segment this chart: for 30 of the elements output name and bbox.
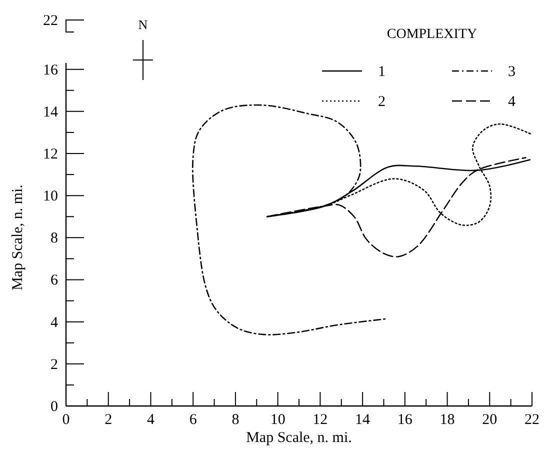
x-tick-label: 16	[397, 412, 413, 428]
text: 22	[43, 13, 58, 29]
y-tick-label: 4	[50, 314, 58, 331]
x-tick-label: 0	[62, 412, 70, 428]
x-axis-title: Map Scale, n. mi.	[246, 430, 352, 446]
y-tick-label: 16	[43, 62, 58, 78]
text: N	[138, 17, 148, 32]
x-tick-label: 20	[482, 412, 498, 428]
x-tick-label: 8	[232, 412, 240, 428]
legend-label: 1	[378, 64, 386, 80]
x-tick-label: 2	[104, 412, 112, 428]
y-tick-label: 0	[50, 399, 58, 415]
legend-label: 4	[508, 94, 516, 110]
x-tick-label: 18	[440, 412, 455, 428]
x-tick-label: 10	[270, 412, 286, 428]
x-tick-label: 12	[312, 412, 328, 428]
y-tick-label: 2	[50, 356, 58, 373]
y-tick-label: 12	[43, 146, 58, 162]
y-tick-label: 8	[50, 230, 58, 247]
y-tick-label: 14	[43, 104, 58, 120]
y-tick-label: 10	[43, 188, 58, 205]
legend-title: COMPLEXITY	[386, 27, 478, 42]
legend-label: 3	[508, 64, 516, 80]
x-tick-label: 22	[524, 412, 540, 428]
x-tick-label: 4	[146, 412, 155, 428]
x-tick-label: 6	[189, 412, 198, 428]
y-axis-title: Map Scale, n. mi.	[10, 184, 26, 290]
legend-label: 2	[378, 94, 386, 110]
y-tick-label: 6	[50, 272, 58, 289]
x-tick-label: 14	[355, 412, 371, 428]
